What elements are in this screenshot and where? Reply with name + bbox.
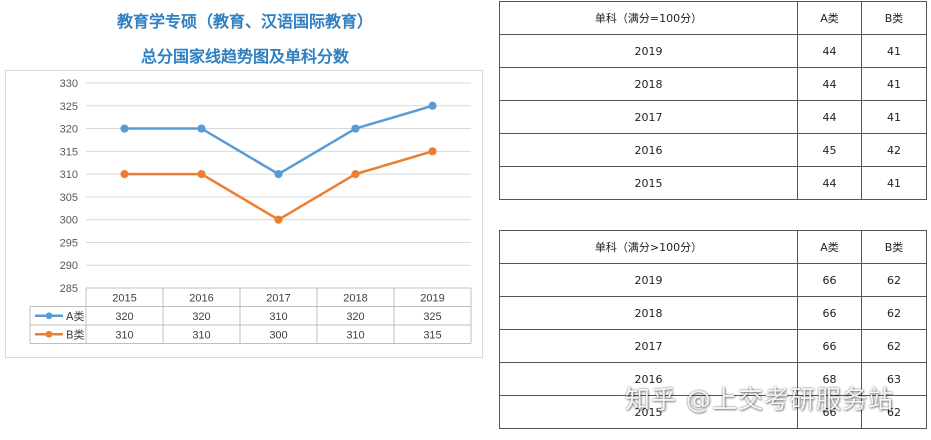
line-chart: 285 290 295 300 305 310 315 320 325 330 2015 2016 20… [5, 70, 483, 358]
table-cell: 68 [797, 362, 862, 396]
y-tick-label: 320 [60, 124, 78, 136]
table-cell: 2017 [499, 329, 798, 363]
data-point [351, 170, 360, 179]
table-header-cell: 单科（满分=100分） [499, 1, 798, 35]
table-header-cell: B类 [861, 230, 927, 264]
table-cell: 2015 [499, 166, 798, 200]
table-cell: 63 [861, 362, 927, 396]
data-point [197, 170, 206, 179]
table-header-cell: A类 [797, 230, 862, 264]
table-header-cell: B类 [861, 1, 927, 35]
table-cell: 41 [861, 100, 927, 134]
table-cell: 41 [861, 67, 927, 101]
table-header-cell: 单科（满分>100分） [499, 230, 798, 264]
series-line [124, 150, 433, 221]
data-point [351, 124, 360, 133]
watermark-text: 知乎 @上交考研服务站 [625, 385, 894, 414]
table-header-row: 单科（满分=100分） A类 B类 [499, 1, 927, 35]
data-table-value: 325 [423, 311, 441, 323]
chart-title-line1: 教育学专硕（教育、汉语国际教育） [116, 12, 373, 31]
legend-swatch-marker [45, 330, 53, 338]
table-cell: 44 [797, 100, 862, 134]
legend-label: A类 [66, 309, 85, 323]
data-point [274, 215, 283, 224]
table-cell: 45 [797, 133, 862, 167]
y-tick-label: 305 [60, 192, 78, 204]
data-table-value: 310 [192, 329, 210, 341]
x-category-label: 2015 [112, 292, 136, 304]
y-tick-label: 330 [60, 78, 78, 90]
x-category-label: 2018 [343, 292, 367, 304]
data-point [120, 124, 129, 133]
table-cell: 62 [861, 296, 927, 330]
data-table-value: 320 [192, 311, 210, 323]
table-cell: 2016 [499, 133, 798, 167]
data-table-value: 310 [115, 329, 133, 341]
table-cell: 66 [797, 296, 862, 330]
table-cell: 62 [861, 395, 927, 429]
y-tick-label: 300 [60, 215, 78, 227]
y-tick-label: 295 [60, 237, 78, 249]
table-cell: 44 [797, 34, 862, 68]
table-cell: 44 [797, 67, 862, 101]
data-point [120, 170, 129, 179]
chart-title-line2: 总分国家线趋势图及单科分数 [140, 47, 349, 66]
table-cell: 66 [797, 263, 862, 297]
data-point [428, 147, 437, 156]
table-row: 2018 44 41 [499, 67, 927, 101]
table-cell: 41 [861, 166, 927, 200]
table-row: 2017 66 62 [499, 329, 927, 363]
table-cell: 44 [797, 166, 862, 200]
table-cell: 62 [861, 329, 927, 363]
table-row: 2015 66 62 [499, 395, 927, 429]
data-point [428, 101, 437, 110]
x-category-label: 2016 [189, 292, 213, 304]
y-tick-label: 290 [60, 260, 78, 272]
data-table-value: 310 [346, 329, 364, 341]
table-cell: 2016 [499, 362, 798, 396]
data-point [274, 170, 283, 179]
table-cell: 2018 [499, 296, 798, 330]
y-tick-label: 310 [60, 169, 78, 181]
data-table-value: 320 [346, 311, 364, 323]
data-point [197, 124, 206, 133]
y-tick-label: 325 [60, 101, 78, 113]
table-cell: 66 [797, 329, 862, 363]
table-row: 2017 44 41 [499, 100, 927, 134]
table-row: 2018 66 62 [499, 296, 927, 330]
data-table-value: 320 [115, 311, 133, 323]
table-cell: 2019 [499, 263, 798, 297]
table-cell: 41 [861, 34, 927, 68]
table-cell: 2015 [499, 395, 798, 429]
y-tick-label: 315 [60, 146, 78, 158]
legend-label: B类 [66, 327, 85, 341]
table-cell: 2018 [499, 67, 798, 101]
single-subject-table-100: 单科（满分=100分） A类 B类 2019 44 41 2018 44 41 2017 44 41 2… [499, 1, 927, 200]
table-header-row: 单科（满分>100分） A类 B类 [499, 230, 927, 264]
table-header-cell: A类 [797, 1, 862, 35]
table-cell: 2017 [499, 100, 798, 134]
table-cell: 2019 [499, 34, 798, 68]
single-subject-table-over-100: 单科（满分>100分） A类 B类 2019 66 62 2018 66 62 2017 66 62 2… [499, 230, 927, 429]
data-table-value: 300 [269, 329, 287, 341]
table-row: 2019 66 62 [499, 263, 927, 297]
legend-swatch-marker [45, 312, 53, 320]
data-table-value: 315 [423, 329, 441, 341]
x-category-label: 2017 [266, 292, 290, 304]
line-chart-svg: 285 290 295 300 305 310 315 320 325 330 2015 2016 20… [29, 78, 472, 344]
x-category-label: 2019 [420, 292, 444, 304]
table-cell: 42 [861, 133, 927, 167]
table-cell: 62 [861, 263, 927, 297]
table-row: 2016 45 42 [499, 133, 927, 167]
data-table-value: 310 [269, 311, 287, 323]
table-row: 2019 44 41 [499, 34, 927, 68]
y-tick-label: 285 [60, 283, 78, 295]
table-row: 2016 68 63 [499, 362, 927, 396]
table-row: 2015 44 41 [499, 166, 927, 200]
